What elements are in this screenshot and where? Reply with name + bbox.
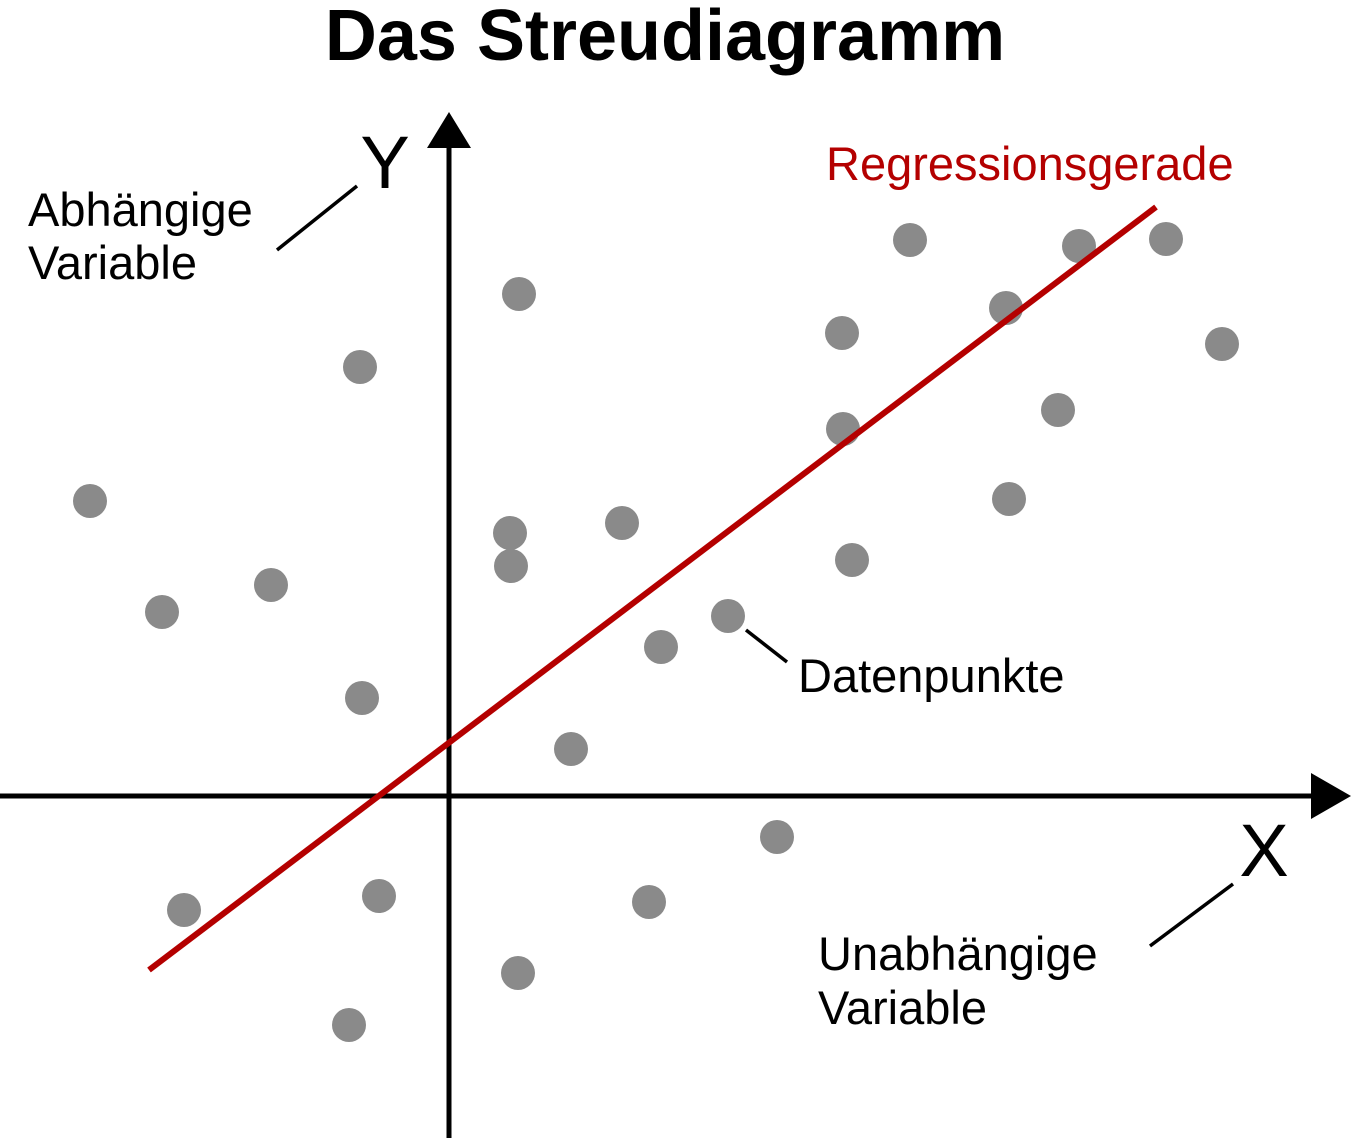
independent-variable-label: Unabhängige Variable bbox=[818, 927, 1111, 1034]
data-point-3 bbox=[254, 568, 288, 602]
data-point-1 bbox=[73, 484, 107, 518]
axes bbox=[0, 112, 1351, 1138]
data-point-5 bbox=[345, 681, 379, 715]
regression-label: Regressionsgerade bbox=[826, 137, 1234, 190]
data-point-6 bbox=[167, 893, 201, 927]
data-point-11 bbox=[494, 549, 528, 583]
data-points-label: Datenpunkte bbox=[798, 649, 1065, 702]
data-point-4 bbox=[343, 350, 377, 384]
data-point-26 bbox=[1062, 229, 1096, 263]
y-axis-arrow bbox=[427, 112, 471, 148]
x-axis-arrow bbox=[1311, 773, 1351, 819]
dependent-variable-line-1: Abhängige bbox=[28, 183, 253, 236]
data-point-12 bbox=[605, 506, 639, 540]
data-point-19 bbox=[825, 316, 859, 350]
data-point-17 bbox=[501, 956, 535, 990]
dependent-variable-leader bbox=[275, 184, 359, 252]
data-point-9 bbox=[502, 277, 536, 311]
dependent-variable-line-2: Variable bbox=[28, 236, 197, 289]
data-point-16 bbox=[632, 885, 666, 919]
data-point-27 bbox=[1149, 222, 1183, 256]
data-point-7 bbox=[362, 879, 396, 913]
data-point-18 bbox=[760, 820, 794, 854]
dependent-variable-label: Abhängige Variable bbox=[28, 183, 266, 289]
data-point-10 bbox=[493, 516, 527, 550]
data-points-leader bbox=[744, 628, 789, 664]
independent-variable-line-2: Variable bbox=[818, 981, 987, 1034]
data-point-21 bbox=[835, 543, 869, 577]
data-point-25 bbox=[1041, 393, 1075, 427]
data-point-15 bbox=[554, 732, 588, 766]
data-point-22 bbox=[893, 223, 927, 257]
data-points bbox=[73, 222, 1239, 1042]
independent-variable-leader bbox=[1148, 882, 1235, 948]
independent-variable-line-1: Unabhängige bbox=[818, 927, 1098, 980]
y-axis-label: Y bbox=[360, 121, 409, 204]
diagram-title: Das Streudiagramm bbox=[325, 0, 1005, 76]
x-axis-label: X bbox=[1239, 809, 1288, 892]
data-point-2 bbox=[145, 595, 179, 629]
data-point-24 bbox=[992, 482, 1026, 516]
data-point-14 bbox=[711, 599, 745, 633]
data-point-13 bbox=[644, 630, 678, 664]
regression-line bbox=[147, 204, 1158, 973]
data-point-28 bbox=[1205, 327, 1239, 361]
data-point-8 bbox=[332, 1008, 366, 1042]
